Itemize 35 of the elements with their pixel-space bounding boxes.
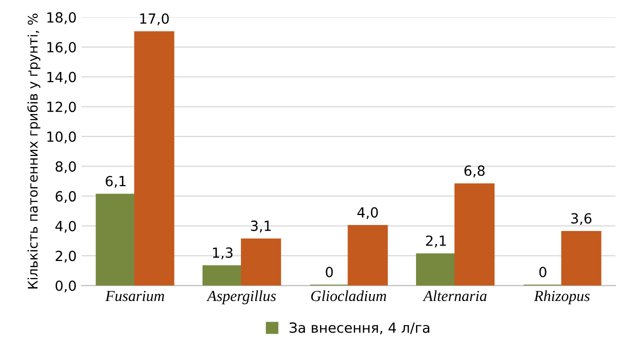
y-tick-label: 12,0 — [47, 102, 76, 114]
bar — [416, 253, 456, 286]
y-axis-title: Кількість патогенних грибів у ґрунті, % — [27, 14, 40, 288]
x-tick-label: Alternaria — [422, 290, 487, 302]
x-tick-label: Fusarium — [105, 290, 164, 302]
y-tick-label: 4,0 — [55, 220, 76, 233]
y-tick-label: 8,0 — [56, 161, 76, 174]
y-tick-label: 2,0 — [56, 250, 76, 263]
data-label: 3,1 — [251, 220, 271, 232]
x-tick-label: Rhizopus — [534, 290, 590, 304]
data-label: 17,0 — [140, 13, 169, 26]
bar — [240, 238, 282, 286]
bar — [454, 183, 495, 286]
data-label: 2,1 — [426, 235, 446, 248]
y-tick-label: 18,0 — [47, 12, 76, 24]
y-tick-label: 6,0 — [56, 191, 76, 203]
bar — [348, 225, 388, 286]
y-tick-label: 14,0 — [47, 72, 76, 84]
y-tick-label: 10,0 — [47, 131, 76, 144]
data-label: 4,0 — [357, 207, 378, 220]
x-tick-label: Gliocladium — [311, 290, 386, 302]
data-label: 6,1 — [106, 176, 126, 188]
bar — [96, 194, 136, 286]
data-label: 0 — [539, 266, 546, 278]
legend-label: За внесення, 4 л/га — [290, 322, 430, 334]
data-label: 0 — [326, 266, 333, 278]
bar — [202, 265, 243, 286]
data-label: 1,3 — [213, 247, 232, 260]
bar — [134, 31, 174, 286]
bar — [561, 231, 602, 286]
y-tick-label: 0,0 — [56, 280, 76, 292]
data-label: 6,8 — [464, 165, 485, 178]
data-label: 3,6 — [571, 213, 592, 226]
y-tick-label: 16,0 — [47, 42, 76, 54]
x-tick-label: Aspergillus — [206, 290, 276, 304]
